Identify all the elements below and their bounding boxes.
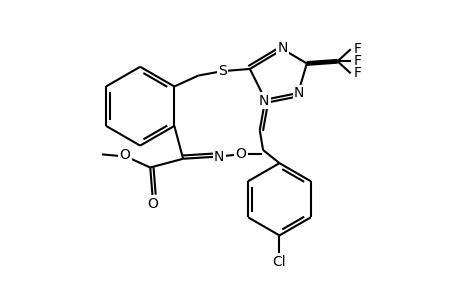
Text: F: F [353,42,360,56]
Text: O: O [119,148,130,163]
Text: N: N [258,94,269,108]
Text: S: S [218,64,226,78]
Text: N: N [277,41,287,55]
Text: Cl: Cl [272,255,285,269]
Text: O: O [147,197,157,211]
Text: N: N [213,150,224,164]
Text: N: N [293,86,304,100]
Text: F: F [353,54,360,68]
Text: F: F [353,66,360,80]
Text: O: O [235,147,246,161]
